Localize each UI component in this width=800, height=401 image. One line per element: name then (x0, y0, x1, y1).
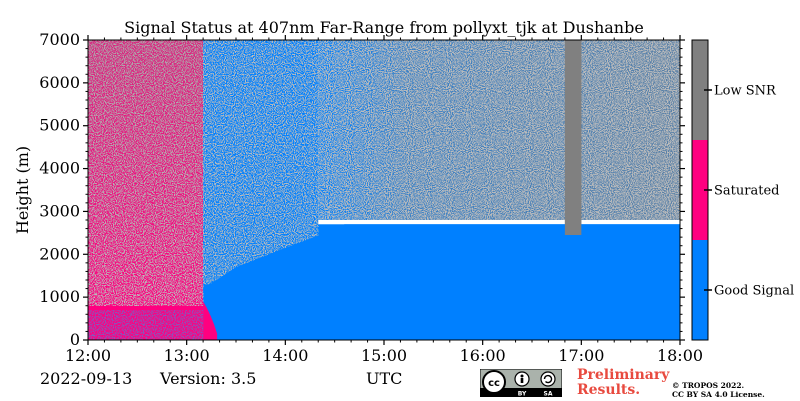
colorbar-swatch-low-snr (692, 40, 708, 140)
colorbar-swatch-saturated (692, 140, 708, 240)
colorbar-label-low-snr: Low SNR (714, 84, 777, 99)
version-label: Version: 3.5 (160, 369, 257, 388)
x-axis: 12:00 13:00 14:00 15:00 16:00 17:00 18:00 (65, 35, 703, 365)
y-tick-label-1000: 1000 (39, 287, 80, 306)
x-tick-label-1700: 17:00 (558, 346, 604, 365)
svg-text:cc: cc (488, 378, 500, 389)
colorbar: Good Signal Saturated Low SNR (691, 39, 794, 341)
copyright-notice: © TROPOS 2022. CC BY SA 4.0 License. (672, 381, 765, 399)
transition-zone (203, 40, 680, 340)
y-tick-label-0: 0 (70, 330, 80, 349)
colorbar-label-good-signal: Good Signal (714, 284, 794, 299)
y-tick-label-7000: 7000 (39, 30, 80, 49)
copyright-line-1: © TROPOS 2022. (672, 381, 745, 390)
x-tick-label-1200: 12:00 (65, 346, 111, 365)
colorbar-label-saturated: Saturated (714, 184, 779, 199)
heatmap-area (88, 40, 680, 340)
date-label: 2022-09-13 (40, 369, 133, 388)
preliminary-line-1: Preliminary (577, 367, 670, 383)
y-axis-label: Height (m) (13, 146, 32, 234)
y-tick-label-4000: 4000 (39, 159, 80, 178)
x-tick-label-1800: 18:00 (657, 346, 703, 365)
copyright-line-2: CC BY SA 4.0 License. (672, 390, 765, 399)
svg-text:BY: BY (518, 391, 527, 398)
cc-by-sa-icon: cc BY SA (479, 368, 563, 401)
y-tick-label-3000: 3000 (39, 201, 80, 220)
x-tick-label-1400: 14:00 (262, 346, 308, 365)
preliminary-line-2: Results. (577, 382, 641, 398)
colorbar-swatch-good-signal (692, 240, 708, 340)
colorbar-frame (691, 39, 709, 341)
preliminary-notice: Preliminary Results. (577, 368, 669, 398)
x-axis-label: UTC (366, 369, 403, 388)
svg-text:SA: SA (544, 391, 553, 398)
y-tick-label-2000: 2000 (39, 244, 80, 263)
region-low-snr-2 (318, 40, 680, 220)
x-tick-label-1600: 16:00 (460, 346, 506, 365)
y-axis: 0 1000 2000 3000 4000 5000 6000 7000 (39, 30, 685, 349)
x-tick-label-1300: 13:00 (164, 346, 210, 365)
y-tick-label-6000: 6000 (39, 73, 80, 92)
x-tick-label-1500: 15:00 (361, 346, 407, 365)
chart-title: Signal Status at 407nm Far-Range from po… (124, 18, 644, 37)
y-tick-label-5000: 5000 (39, 116, 80, 135)
saturated-speckle (88, 40, 218, 340)
